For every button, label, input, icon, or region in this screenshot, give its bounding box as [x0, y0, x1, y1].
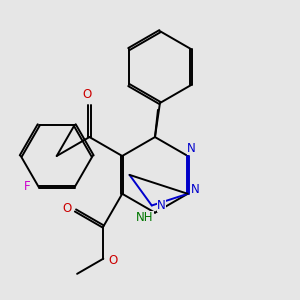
- Text: NH: NH: [136, 211, 154, 224]
- Text: N: N: [191, 183, 200, 196]
- Text: O: O: [109, 254, 118, 267]
- Text: F: F: [23, 180, 30, 193]
- Text: N: N: [187, 142, 196, 154]
- Text: O: O: [83, 88, 92, 101]
- Text: O: O: [62, 202, 71, 215]
- Text: N: N: [157, 199, 166, 212]
